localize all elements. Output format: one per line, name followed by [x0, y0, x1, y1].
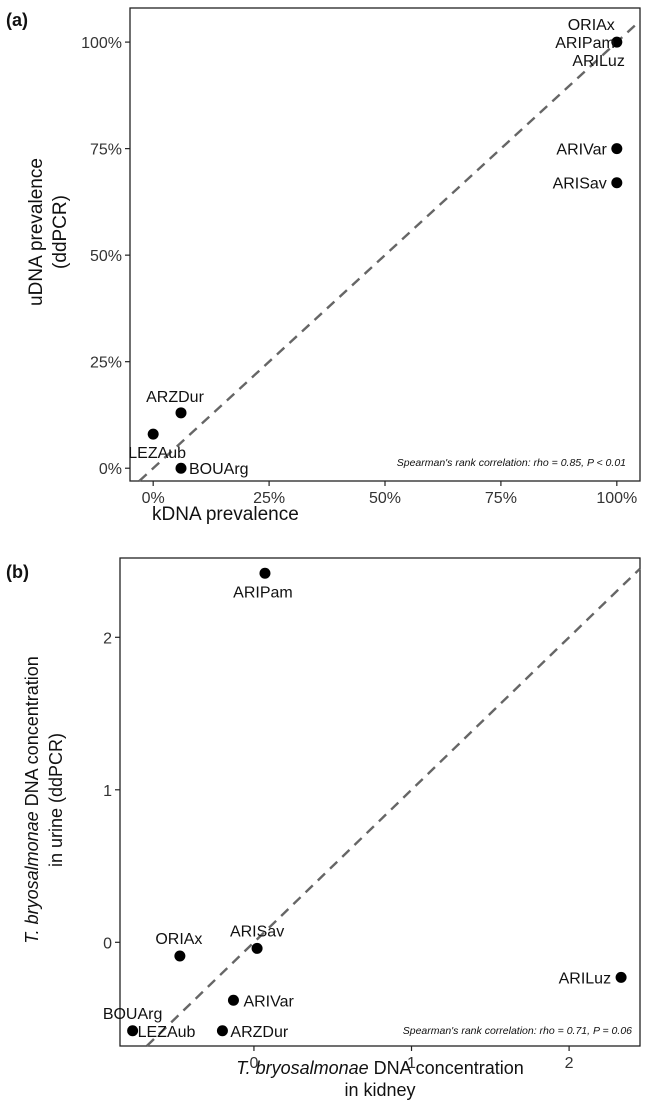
panel-a-x-tick-label: 50%	[369, 490, 401, 507]
panel-b-point-lezaub	[127, 1025, 139, 1037]
panel-b-y-axis-title-line1: T. bryosalmonae DNA concentration	[22, 656, 42, 944]
panel-a-label: (a)	[6, 10, 28, 30]
panel-a-x-tick-label: 75%	[485, 490, 517, 507]
panel-a-point-arisav	[611, 177, 623, 189]
panel-b-correlation-annotation: Spearman's rank correlation: rho = 0.71,…	[403, 1025, 632, 1037]
panel-b-x-tick-label: 1	[407, 1055, 416, 1072]
panel-a-point-label-oriax: ORIAx	[568, 17, 615, 34]
panel-a-y-axis-title-line2: (ddPCR)	[50, 195, 71, 269]
panel-b-point-oriax	[174, 950, 186, 962]
panel-b-label: (b)	[6, 562, 29, 582]
panel-a-y-tick-label: 50%	[90, 248, 122, 265]
panel-a-y-tick-label: 75%	[90, 142, 122, 159]
panel-b-frame	[119, 557, 641, 1047]
panel-a-point-lezaub	[147, 428, 159, 440]
panel-b: (b) 0 1 2 0 1 2 ARIPam ORIAx ARISav ARIVar ARZDur…	[6, 557, 641, 1100]
panel-b-point-arivar	[227, 994, 239, 1006]
panel-a-point-oriax	[611, 36, 623, 48]
panel-b-point-label-arisav: ARISav	[230, 923, 284, 940]
panel-a-correlation-annotation: Spearman's rank correlation: rho = 0.85,…	[397, 457, 626, 469]
panel-a-x-tick-label: 100%	[596, 490, 637, 507]
panel-a-point-label-bouarg: BOUArg	[189, 461, 249, 478]
panel-b-point-label-oriax: ORIAx	[155, 931, 202, 948]
panel-b-y-tick-label: 0	[103, 935, 112, 952]
panel-a-x-axis-title: kDNA prevalence	[152, 504, 299, 525]
panel-a-point-label-lezaub: LEZAub	[128, 445, 186, 462]
panel-a-point-label-arzdur: ARZDur	[146, 389, 204, 406]
panel-a-point-label-arivar: ARIVar	[556, 142, 607, 159]
panel-a-point-bouarg	[175, 462, 187, 474]
panel-b-point-label-ariluz: ARILuz	[559, 970, 611, 987]
panel-b-y-axis-title-line2: in urine (ddPCR)	[46, 733, 66, 867]
panel-b-point-label-arivar: ARIVar	[243, 993, 294, 1010]
panel-b-point-label-lezaub: LEZAub	[138, 1024, 196, 1041]
panel-a-point-label-ariluz: ARILuz	[572, 53, 624, 70]
panel-a-point-label-aripam: ARIPam	[555, 35, 615, 52]
panel-a-y-axis-title-line1: uDNA prevalence	[26, 158, 47, 306]
panel-b-reference-line	[145, 567, 641, 1047]
panel-b-point-ariluz	[615, 971, 627, 983]
panel-a-x-tick-label: 0%	[142, 490, 165, 507]
panel-b-point-arisav	[251, 942, 263, 954]
panel-a-point-arzdur	[175, 407, 187, 419]
panel-b-point-aripam	[259, 567, 271, 579]
panel-b-point-label-bouarg: BOUArg	[103, 1006, 163, 1023]
panel-b-y-tick-label: 1	[103, 783, 112, 800]
panel-b-x-tick-label: 2	[565, 1055, 574, 1072]
panel-b-ticks: 0 1 2 0 1 2	[103, 630, 574, 1072]
panel-b-point-label-arzdur: ARZDur	[230, 1024, 288, 1041]
panel-a-frame	[129, 7, 641, 482]
panel-a-point-arivar	[611, 143, 623, 155]
panel-a-y-tick-label: 0%	[99, 461, 122, 478]
panel-b-x-axis-title-line1: T. bryosalmonae DNA concentration	[236, 1058, 524, 1078]
panel-a-reference-line	[138, 19, 641, 482]
panel-a-x-tick-label: 25%	[253, 490, 285, 507]
panel-a-point-label-arisav: ARISav	[553, 176, 607, 193]
panel-a-y-tick-label: 100%	[81, 35, 122, 52]
panel-a-ticks: 0% 25% 50% 75% 100% 0% 25% 50% 75% 100%	[81, 35, 637, 507]
panel-b-point-arzdur	[216, 1025, 228, 1037]
panel-b-x-tick-label: 0	[249, 1055, 258, 1072]
panel-b-x-axis-title-line2: in kidney	[344, 1080, 415, 1100]
panel-b-points: ARIPam ORIAx ARISav ARIVar ARZDur LEZAubBOUAr…	[103, 567, 627, 1041]
panel-b-y-tick-label: 2	[103, 630, 112, 647]
panel-a: (a) 0% 25% 50% 75% 100% 0% 25% 50% 75% 100% ORIAx…	[6, 7, 641, 525]
panel-b-point-label-aripam: ARIPam	[233, 584, 293, 601]
panel-a-y-tick-label: 25%	[90, 355, 122, 372]
